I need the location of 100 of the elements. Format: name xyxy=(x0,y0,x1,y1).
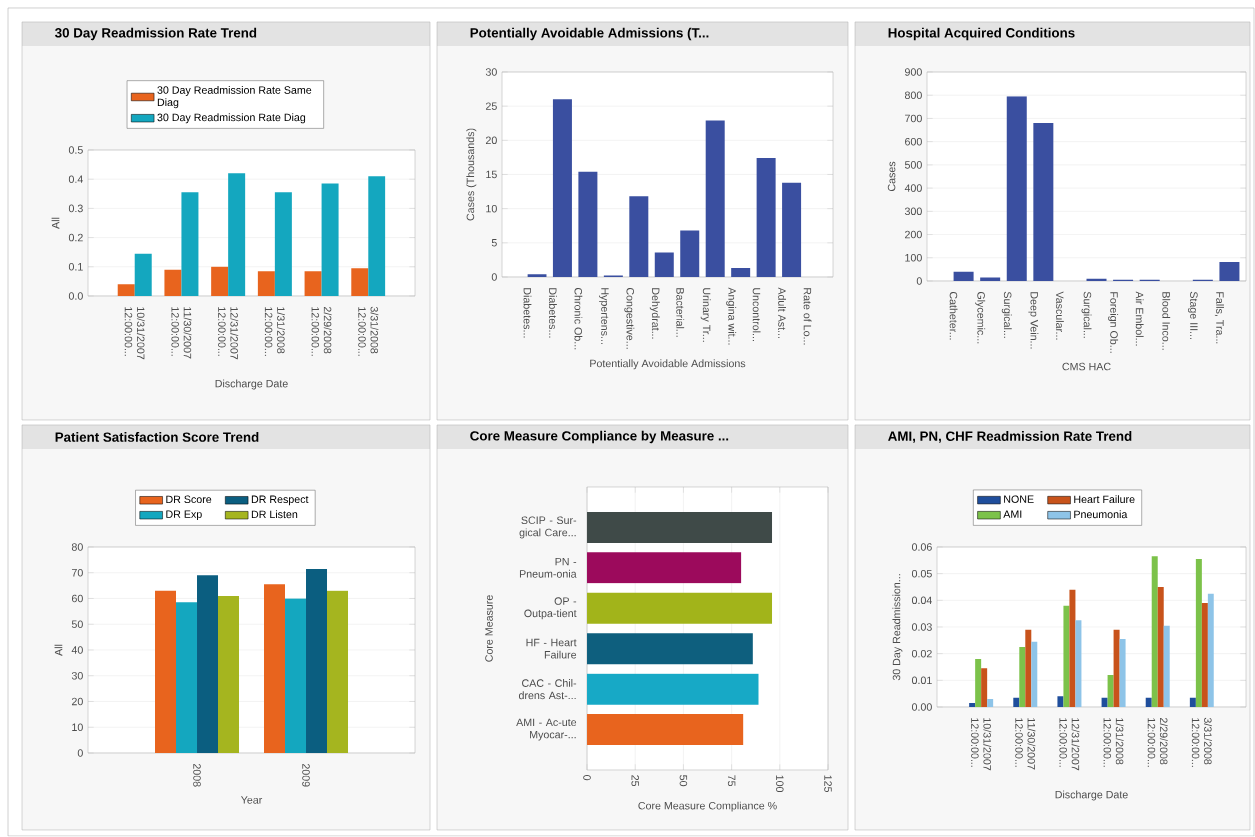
bar xyxy=(321,183,339,296)
y-tick-label: HF - Heart Failure xyxy=(526,638,577,659)
bar xyxy=(134,253,152,296)
y-tick-label: CAC - Chil-drens Ast-... xyxy=(518,679,577,700)
bar xyxy=(1013,697,1020,707)
y-tick-label: 0.5 xyxy=(68,146,83,154)
bar xyxy=(211,266,229,296)
bar xyxy=(705,120,725,277)
bar xyxy=(1075,620,1082,707)
bar xyxy=(257,271,275,296)
x-tick-label: 75 xyxy=(727,775,736,787)
bar xyxy=(1163,625,1170,707)
y-tick-label: 30 xyxy=(485,68,497,76)
x-tick-label: Vascular... xyxy=(1056,291,1064,340)
bar xyxy=(587,592,773,624)
bar xyxy=(117,284,135,296)
y-tick-label: 400 xyxy=(904,184,922,192)
y-tick-label: PN - Pneum-onia xyxy=(519,557,577,578)
y-tick-label: 40 xyxy=(71,646,83,654)
x-tick-label: Air Embol... xyxy=(1135,291,1144,346)
bar xyxy=(274,192,292,296)
x-tick-label: Uncontrol... xyxy=(752,288,761,341)
x-tick-label: Congestive... xyxy=(624,287,635,349)
chart-title: Potentially Avoidable Admissions (T... xyxy=(470,27,709,41)
bar xyxy=(527,274,547,277)
y-tick-label: 10 xyxy=(72,723,83,732)
bar xyxy=(351,268,369,296)
bar xyxy=(782,182,802,277)
x-tick-label: Chronic Ob... xyxy=(574,287,583,350)
bar xyxy=(587,633,753,665)
y-tick-label: 0 xyxy=(916,277,922,285)
bar xyxy=(587,511,773,543)
bar xyxy=(176,602,198,753)
bar xyxy=(304,271,322,296)
y-tick-label: 0.06 xyxy=(911,543,932,551)
x-tick-label: Surgical... xyxy=(1001,291,1012,338)
y-tick-label: 0.01 xyxy=(911,676,932,685)
x-tick-label: 3/31/2008 12:00:00... xyxy=(1191,717,1212,767)
bar xyxy=(587,714,744,746)
y-axis-title: 30 Day Readmission... xyxy=(892,574,903,681)
legend-label: DR Score xyxy=(166,495,212,504)
y-tick-label: 0.2 xyxy=(68,233,83,242)
bar xyxy=(155,590,177,753)
bar xyxy=(587,673,759,705)
bar xyxy=(1057,696,1064,707)
x-tick-label: Rate of Lo... xyxy=(803,288,812,345)
legend-label: 30 Day Readmission Rate Same Diag xyxy=(157,85,312,109)
bar xyxy=(1063,605,1070,707)
y-tick-label: 20 xyxy=(485,136,497,145)
y-tick-label: 0.00 xyxy=(911,703,932,711)
bar xyxy=(1219,261,1240,281)
y-tick-label: 0.03 xyxy=(911,623,932,631)
x-tick-label: Glycemic... xyxy=(975,291,986,344)
y-tick-label: 0.3 xyxy=(68,204,83,213)
chart-title: Patient Satisfaction Score Trend xyxy=(55,432,259,442)
y-tick-label: 700 xyxy=(905,114,922,123)
bar xyxy=(1201,602,1208,707)
x-tick-label: Hypertens... xyxy=(599,288,609,344)
legend-label: DR Respect xyxy=(251,495,309,506)
x-tick-label: 1/31/2008 12:00:00... xyxy=(264,307,285,356)
x-tick-label: 50 xyxy=(679,775,688,787)
y-tick-label: 300 xyxy=(904,207,922,216)
bar xyxy=(1195,558,1202,707)
chart-title: Hospital Acquired Conditions xyxy=(888,27,1075,41)
y-tick-label: 60 xyxy=(71,594,83,603)
bar xyxy=(578,171,598,277)
y-tick-label: 0.4 xyxy=(68,175,83,183)
bar xyxy=(197,575,219,753)
bar xyxy=(228,173,246,296)
bar xyxy=(953,271,974,281)
bar xyxy=(181,192,199,296)
y-tick-label: 30 xyxy=(71,671,83,680)
x-tick-label: 12/31/2007 12:00:00... xyxy=(1059,718,1080,771)
bar xyxy=(969,702,976,707)
y-tick-label: 5 xyxy=(491,239,497,247)
x-tick-label: Catheter... xyxy=(949,291,958,340)
x-tick-label: 2/29/2008 12:00:00... xyxy=(1147,717,1168,767)
bar xyxy=(1157,586,1164,707)
x-tick-label: 100 xyxy=(776,775,784,793)
x-axis-title: Discharge Date xyxy=(215,379,288,390)
bar xyxy=(1145,697,1152,707)
x-tick-label: Diabetes... xyxy=(523,288,532,338)
x-tick-label: 3/31/2008 12:00:00... xyxy=(358,306,379,356)
x-tick-label: Angina wit... xyxy=(726,287,737,345)
x-axis-title: Discharge Date xyxy=(1055,790,1128,801)
x-tick-label: 2009 xyxy=(302,763,310,787)
bar xyxy=(654,252,674,277)
legend-label: DR Listen xyxy=(251,510,298,519)
y-tick-label: 0 xyxy=(491,273,497,281)
x-tick-label: Dehydrat... xyxy=(649,288,660,339)
y-tick-label: 70 xyxy=(71,568,83,577)
y-tick-label: AMI - Ac-ute Myocar-... xyxy=(516,718,577,741)
bar xyxy=(587,552,742,584)
chart-title: AMI, PN, CHF Readmission Rate Trend xyxy=(888,431,1132,443)
legend-label: NONE xyxy=(1004,495,1034,503)
x-tick-label: Urinary Tr... xyxy=(700,288,711,342)
y-tick-label: 0.02 xyxy=(911,649,932,658)
bar xyxy=(1025,629,1032,707)
bar xyxy=(756,158,776,277)
x-tick-label: 11/30/2007 12:00:00... xyxy=(171,307,192,359)
